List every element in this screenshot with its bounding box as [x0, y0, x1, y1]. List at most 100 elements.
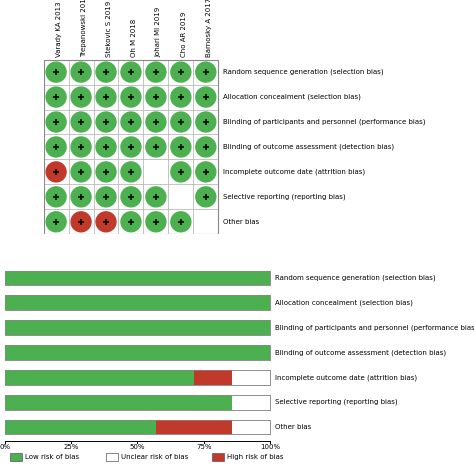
Text: Johari MI 2019: Johari MI 2019 — [156, 7, 162, 57]
Bar — [168, 210, 193, 234]
Circle shape — [96, 162, 116, 182]
Text: Blinding of participants and personnel (performance bias): Blinding of participants and personnel (… — [223, 119, 425, 125]
Circle shape — [121, 212, 141, 232]
Text: 50%: 50% — [130, 444, 145, 450]
Bar — [118, 135, 144, 159]
Bar — [93, 60, 118, 84]
Bar — [5, 395, 270, 410]
Bar — [144, 184, 168, 210]
Circle shape — [171, 62, 191, 82]
Bar — [5, 320, 270, 335]
Circle shape — [121, 162, 141, 182]
Text: 25%: 25% — [64, 444, 79, 450]
Bar — [93, 84, 118, 109]
Text: Random sequence generation (selection bias): Random sequence generation (selection bi… — [223, 69, 383, 75]
Circle shape — [171, 112, 191, 132]
Bar — [44, 60, 219, 234]
Bar — [69, 84, 93, 109]
Bar — [44, 159, 69, 184]
Circle shape — [71, 137, 91, 157]
Circle shape — [96, 87, 116, 107]
Circle shape — [46, 87, 66, 107]
Bar — [118, 184, 144, 210]
Circle shape — [71, 112, 91, 132]
Bar — [5, 320, 270, 335]
Text: Incomplete outcome date (attrition bias): Incomplete outcome date (attrition bias) — [275, 374, 418, 381]
Circle shape — [146, 187, 166, 207]
Bar — [5, 370, 194, 385]
Bar — [118, 60, 144, 84]
Circle shape — [171, 212, 191, 232]
Text: High risk of bias: High risk of bias — [227, 454, 283, 460]
Circle shape — [96, 187, 116, 207]
Bar — [5, 345, 270, 360]
Bar — [69, 184, 93, 210]
Text: Trepanowski 2017: Trepanowski 2017 — [81, 0, 87, 57]
Text: Other bias: Other bias — [275, 424, 312, 430]
Circle shape — [46, 212, 66, 232]
Circle shape — [96, 137, 116, 157]
Bar — [5, 419, 270, 435]
Circle shape — [121, 87, 141, 107]
Bar — [194, 370, 232, 385]
Text: 75%: 75% — [196, 444, 211, 450]
Text: Barnosky A 2017: Barnosky A 2017 — [206, 0, 212, 57]
Circle shape — [171, 137, 191, 157]
Bar — [69, 60, 93, 84]
Circle shape — [46, 162, 66, 182]
Circle shape — [121, 137, 141, 157]
Circle shape — [46, 112, 66, 132]
Bar — [5, 395, 232, 410]
Circle shape — [121, 187, 141, 207]
Bar — [156, 419, 232, 435]
Circle shape — [146, 62, 166, 82]
Bar — [193, 109, 219, 135]
Bar — [69, 159, 93, 184]
Bar — [193, 210, 219, 234]
Bar — [168, 60, 193, 84]
Text: 100%: 100% — [260, 444, 280, 450]
Text: Blinding of participants and personnel (performance bias): Blinding of participants and personnel (… — [275, 324, 474, 331]
Circle shape — [196, 112, 216, 132]
Circle shape — [196, 87, 216, 107]
Text: Varady KA 2013: Varady KA 2013 — [56, 1, 62, 57]
Bar — [5, 370, 270, 385]
Bar — [168, 184, 193, 210]
Bar — [5, 271, 270, 285]
Text: Low risk of bias: Low risk of bias — [25, 454, 79, 460]
Circle shape — [121, 112, 141, 132]
Bar — [44, 135, 69, 159]
Circle shape — [96, 212, 116, 232]
Circle shape — [96, 62, 116, 82]
Bar — [10, 453, 22, 461]
Text: Blinding of outcome assessment (detection bias): Blinding of outcome assessment (detectio… — [275, 349, 447, 356]
Circle shape — [196, 162, 216, 182]
Bar — [93, 159, 118, 184]
Bar — [168, 135, 193, 159]
Circle shape — [196, 62, 216, 82]
Circle shape — [121, 62, 141, 82]
Text: Random sequence generation (selection bias): Random sequence generation (selection bi… — [275, 275, 436, 281]
Bar — [93, 135, 118, 159]
Text: Cho AR 2019: Cho AR 2019 — [181, 12, 187, 57]
Bar — [5, 295, 270, 310]
Bar — [193, 60, 219, 84]
Bar — [69, 210, 93, 234]
Bar — [118, 109, 144, 135]
Bar — [106, 453, 118, 461]
Bar — [193, 84, 219, 109]
Circle shape — [71, 62, 91, 82]
Text: Selective reporting (reporting bias): Selective reporting (reporting bias) — [275, 399, 398, 405]
Circle shape — [71, 87, 91, 107]
Bar — [44, 60, 69, 84]
Circle shape — [71, 162, 91, 182]
Bar — [5, 345, 270, 360]
Circle shape — [146, 112, 166, 132]
Bar — [69, 109, 93, 135]
Circle shape — [146, 137, 166, 157]
Circle shape — [46, 187, 66, 207]
Text: Blinding of outcome assessment (detection bias): Blinding of outcome assessment (detectio… — [223, 144, 394, 150]
Circle shape — [171, 162, 191, 182]
Text: Oh M 2018: Oh M 2018 — [131, 19, 137, 57]
Bar — [44, 210, 69, 234]
